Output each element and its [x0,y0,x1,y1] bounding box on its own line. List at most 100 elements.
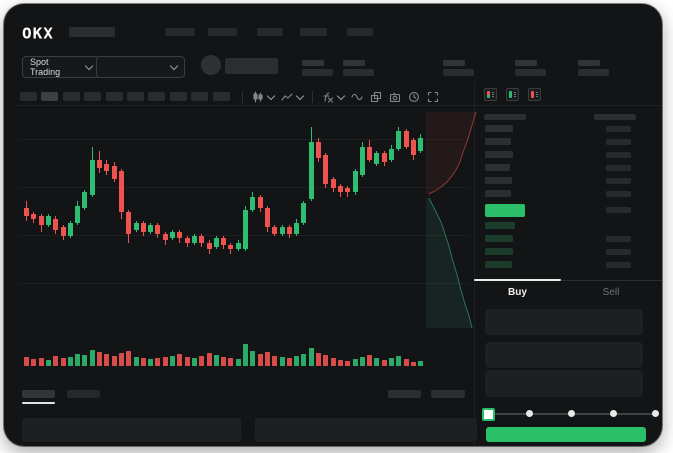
total-input-skeleton[interactable] [485,370,643,397]
orders-table-skeleton [22,418,241,442]
timeframe-button[interactable] [105,92,123,101]
volume-bar [316,353,321,366]
nav-item-skeleton[interactable] [300,28,327,36]
volume-bar [89,350,95,366]
bottom-tab-open-orders[interactable] [22,390,55,398]
bid-price-skeleton [485,222,515,229]
candle [89,159,95,195]
slider-tick[interactable] [526,410,533,417]
coin-avatar [201,55,221,75]
asks-book-icon[interactable] [528,88,541,101]
timeframe-button[interactable] [127,92,144,101]
timeframe-button[interactable] [191,92,209,101]
volume-bar [410,362,416,366]
chevron-down-icon [336,91,346,100]
ask-amount-skeleton [606,191,631,197]
order-book-ask-row[interactable] [478,138,660,147]
chevron-down-icon [84,61,94,70]
price-input-skeleton[interactable] [485,309,643,335]
order-book-bid-row[interactable] [478,248,660,257]
timeframe-button[interactable] [41,92,59,101]
wave-icon[interactable] [351,91,363,103]
ask-price-skeleton [485,151,513,158]
candle-style-icon[interactable] [252,91,276,103]
candle [75,205,81,223]
order-book-ask-row[interactable] [478,164,660,173]
timeframe-button[interactable] [62,92,80,101]
timeframe-button[interactable] [20,92,37,101]
volume-bar [272,356,278,366]
amount-input-skeleton[interactable] [485,342,643,368]
combined-book-icon[interactable] [484,88,497,101]
gridline [18,139,468,140]
timeframe-button[interactable] [148,92,166,101]
tab-sell[interactable]: Sell [561,282,661,302]
compare-icon[interactable] [370,91,382,103]
volume-bar [323,355,329,366]
slider-tick[interactable] [568,410,575,417]
buy-submit-button[interactable] [486,427,646,442]
camera-icon[interactable] [389,91,401,103]
stat-value-skeleton [343,69,374,76]
order-book-ask-row[interactable] [478,151,660,160]
market-type-dropdown[interactable]: Spot Trading [22,56,100,78]
order-book-bid-row[interactable] [478,235,660,244]
volume-bar [126,351,132,366]
volume-bar [345,361,351,366]
candle [45,216,51,226]
bottom-action-skeleton[interactable] [431,390,465,398]
candle [155,225,161,234]
stat-value-skeleton [443,69,474,76]
candle [97,159,102,169]
slider-tick[interactable] [652,410,659,417]
bids-book-icon[interactable] [506,88,519,101]
candle [359,146,365,176]
volume-bar [213,355,219,366]
indicators-icon[interactable] [322,91,346,103]
order-book-bid-row[interactable] [478,222,660,231]
orders-table-skeleton [255,418,477,442]
volume-bar [235,359,241,366]
order-book-bid-row[interactable] [478,261,660,270]
timeframe-button[interactable] [212,92,230,101]
nav-item-skeleton[interactable] [257,28,283,36]
stat-label-skeleton [343,60,365,66]
candle [352,170,358,193]
candle [337,185,343,193]
percent-slider-handle[interactable] [482,408,495,421]
timeframe-button[interactable] [169,92,187,101]
order-book-ask-row[interactable] [478,177,660,186]
bottom-action-skeleton[interactable] [388,390,421,398]
candle [213,238,219,247]
line-style-icon[interactable] [281,91,305,103]
order-book-ask-row[interactable] [478,190,660,199]
order-book-ask-row[interactable] [478,125,660,134]
fullscreen-icon[interactable] [427,91,439,103]
header-search-skeleton[interactable] [69,27,115,37]
tab-buy[interactable]: Buy [474,282,561,302]
bottom-tab-order-history[interactable] [67,390,100,398]
candle [206,242,212,250]
slider-tick[interactable] [610,410,617,417]
pair-name-skeleton[interactable] [225,58,278,74]
toolbar-separator [312,91,313,103]
last-price-badge[interactable] [485,204,525,217]
bid-amount-skeleton [606,249,631,255]
candle [301,203,307,223]
ask-amount-skeleton [606,178,631,184]
nav-item-skeleton[interactable] [208,28,237,36]
bottom-tab-active-underline [22,402,55,404]
candle [286,227,292,234]
timeframe-button[interactable] [84,92,102,101]
candle [264,207,270,228]
pair-filter-dropdown[interactable] [96,56,185,78]
chevron-down-icon [266,91,276,100]
depth-chart [426,111,477,329]
market-type-label: Spot Trading [30,57,61,77]
volume-bar [374,358,380,366]
ask-amount-skeleton [606,165,631,171]
candle [330,179,336,189]
nav-item-skeleton[interactable] [347,28,373,36]
nav-item-skeleton[interactable] [165,28,195,36]
clock-icon[interactable] [408,91,420,103]
